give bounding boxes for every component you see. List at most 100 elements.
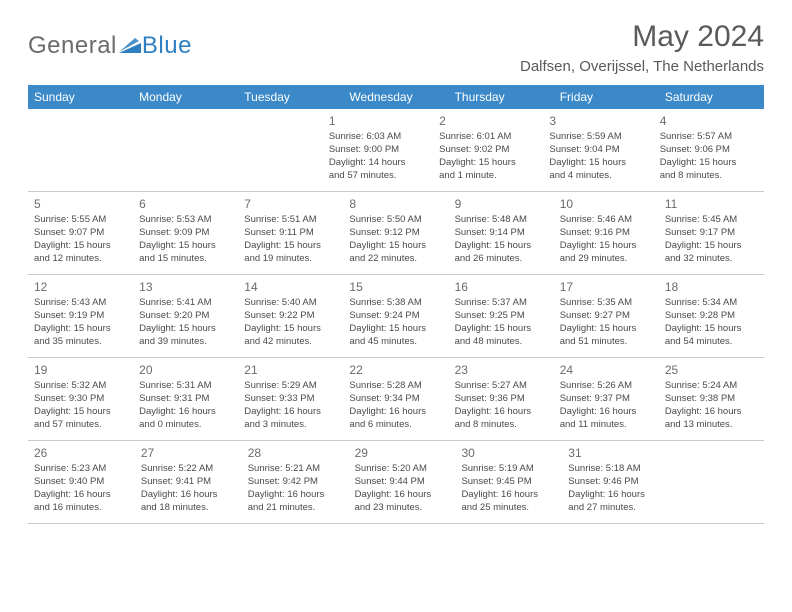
sunset-text: Sunset: 9:46 PM: [568, 476, 663, 489]
daylight-text: and 29 minutes.: [560, 253, 653, 266]
sunrise-text: Sunrise: 5:24 AM: [665, 380, 758, 393]
page-header: General Blue May 2024 Dalfsen, Overijsse…: [28, 20, 764, 79]
sunrise-text: Sunrise: 5:40 AM: [244, 297, 337, 310]
sunset-text: Sunset: 9:42 PM: [248, 476, 343, 489]
sunrise-text: Sunrise: 5:28 AM: [349, 380, 442, 393]
weekday-header-cell: Friday: [554, 85, 659, 109]
daylight-text: Daylight: 15 hours: [244, 240, 337, 253]
day-cell: 2Sunrise: 6:01 AMSunset: 9:02 PMDaylight…: [433, 109, 543, 191]
daylight-text: and 4 minutes.: [549, 170, 647, 183]
daylight-text: and 51 minutes.: [560, 336, 653, 349]
sunset-text: Sunset: 9:12 PM: [349, 227, 442, 240]
weekday-header-cell: Thursday: [449, 85, 554, 109]
day-number: 16: [455, 279, 548, 295]
day-cell: 27Sunrise: 5:22 AMSunset: 9:41 PMDayligh…: [135, 441, 242, 523]
day-cell: 13Sunrise: 5:41 AMSunset: 9:20 PMDayligh…: [133, 275, 238, 357]
day-cell: 6Sunrise: 5:53 AMSunset: 9:09 PMDaylight…: [133, 192, 238, 274]
day-number: 31: [568, 445, 663, 461]
day-number: 7: [244, 196, 337, 212]
day-number: 26: [34, 445, 129, 461]
sunrise-text: Sunrise: 5:50 AM: [349, 214, 442, 227]
day-number: 2: [439, 113, 537, 129]
day-cell: 8Sunrise: 5:50 AMSunset: 9:12 PMDaylight…: [343, 192, 448, 274]
sunset-text: Sunset: 9:28 PM: [665, 310, 758, 323]
day-number: 10: [560, 196, 653, 212]
day-number: 13: [139, 279, 232, 295]
day-cell: 14Sunrise: 5:40 AMSunset: 9:22 PMDayligh…: [238, 275, 343, 357]
daylight-text: Daylight: 15 hours: [34, 240, 127, 253]
sunrise-text: Sunrise: 5:19 AM: [461, 463, 556, 476]
daylight-text: and 23 minutes.: [355, 502, 450, 515]
daylight-text: and 27 minutes.: [568, 502, 663, 515]
day-number: 4: [660, 113, 758, 129]
sunset-text: Sunset: 9:37 PM: [560, 393, 653, 406]
daylight-text: Daylight: 15 hours: [439, 157, 537, 170]
day-number: 23: [455, 362, 548, 378]
daylight-text: and 54 minutes.: [665, 336, 758, 349]
sunrise-text: Sunrise: 5:43 AM: [34, 297, 127, 310]
title-block: May 2024 Dalfsen, Overijssel, The Nether…: [520, 20, 764, 79]
sunset-text: Sunset: 9:31 PM: [139, 393, 232, 406]
daylight-text: Daylight: 16 hours: [139, 406, 232, 419]
day-cell: 23Sunrise: 5:27 AMSunset: 9:36 PMDayligh…: [449, 358, 554, 440]
week-row: 5Sunrise: 5:55 AMSunset: 9:07 PMDaylight…: [28, 192, 764, 275]
day-number: 8: [349, 196, 442, 212]
sunrise-text: Sunrise: 5:51 AM: [244, 214, 337, 227]
sunset-text: Sunset: 9:27 PM: [560, 310, 653, 323]
sunrise-text: Sunrise: 5:35 AM: [560, 297, 653, 310]
empty-day-cell: [225, 109, 323, 191]
weekday-header-cell: Sunday: [28, 85, 133, 109]
daylight-text: Daylight: 15 hours: [549, 157, 647, 170]
day-cell: 3Sunrise: 5:59 AMSunset: 9:04 PMDaylight…: [543, 109, 653, 191]
sunrise-text: Sunrise: 5:23 AM: [34, 463, 129, 476]
sunset-text: Sunset: 9:40 PM: [34, 476, 129, 489]
day-number: 27: [141, 445, 236, 461]
daylight-text: Daylight: 16 hours: [141, 489, 236, 502]
day-cell: 11Sunrise: 5:45 AMSunset: 9:17 PMDayligh…: [659, 192, 764, 274]
sunset-text: Sunset: 9:14 PM: [455, 227, 548, 240]
daylight-text: and 18 minutes.: [141, 502, 236, 515]
sunrise-text: Sunrise: 5:18 AM: [568, 463, 663, 476]
sunset-text: Sunset: 9:02 PM: [439, 144, 537, 157]
sunrise-text: Sunrise: 6:03 AM: [329, 131, 427, 144]
day-cell: 1Sunrise: 6:03 AMSunset: 9:00 PMDaylight…: [323, 109, 433, 191]
weekday-header-cell: Tuesday: [238, 85, 343, 109]
sunrise-text: Sunrise: 5:55 AM: [34, 214, 127, 227]
sunset-text: Sunset: 9:25 PM: [455, 310, 548, 323]
day-cell: 16Sunrise: 5:37 AMSunset: 9:25 PMDayligh…: [449, 275, 554, 357]
week-row: 1Sunrise: 6:03 AMSunset: 9:00 PMDaylight…: [28, 109, 764, 192]
sunrise-text: Sunrise: 5:57 AM: [660, 131, 758, 144]
sunset-text: Sunset: 9:36 PM: [455, 393, 548, 406]
sunset-text: Sunset: 9:30 PM: [34, 393, 127, 406]
daylight-text: and 8 minutes.: [660, 170, 758, 183]
day-cell: 4Sunrise: 5:57 AMSunset: 9:06 PMDaylight…: [654, 109, 764, 191]
empty-day-cell: [28, 109, 126, 191]
daylight-text: and 8 minutes.: [455, 419, 548, 432]
daylight-text: and 57 minutes.: [34, 419, 127, 432]
day-cell: 19Sunrise: 5:32 AMSunset: 9:30 PMDayligh…: [28, 358, 133, 440]
daylight-text: and 57 minutes.: [329, 170, 427, 183]
day-number: 25: [665, 362, 758, 378]
daylight-text: Daylight: 15 hours: [455, 240, 548, 253]
week-row: 19Sunrise: 5:32 AMSunset: 9:30 PMDayligh…: [28, 358, 764, 441]
day-number: 28: [248, 445, 343, 461]
daylight-text: and 11 minutes.: [560, 419, 653, 432]
brand-mark-icon: [119, 35, 141, 58]
sunrise-text: Sunrise: 5:41 AM: [139, 297, 232, 310]
day-number: 19: [34, 362, 127, 378]
day-cell: 22Sunrise: 5:28 AMSunset: 9:34 PMDayligh…: [343, 358, 448, 440]
day-cell: 5Sunrise: 5:55 AMSunset: 9:07 PMDaylight…: [28, 192, 133, 274]
day-number: 24: [560, 362, 653, 378]
sunset-text: Sunset: 9:11 PM: [244, 227, 337, 240]
day-cell: 9Sunrise: 5:48 AMSunset: 9:14 PMDaylight…: [449, 192, 554, 274]
sunrise-text: Sunrise: 5:31 AM: [139, 380, 232, 393]
week-row: 26 Sunrise: 5:23 AMSunset: 9:40 PM Dayligh…: [28, 441, 764, 524]
day-cell: 29Sunrise: 5:20 AMSunset: 9:44 PMDayligh…: [349, 441, 456, 523]
sunset-text: Sunset: 9:00 PM: [329, 144, 427, 157]
sunrise-text: Sunrise: 5:26 AM: [560, 380, 653, 393]
day-cell: 17Sunrise: 5:35 AMSunset: 9:27 PMDayligh…: [554, 275, 659, 357]
sunset-text: Sunset: 9:41 PM: [141, 476, 236, 489]
daylight-text: and 26 minutes.: [455, 253, 548, 266]
daylight-text: Daylight: 15 hours: [560, 240, 653, 253]
sunrise-text: Sunrise: 5:59 AM: [549, 131, 647, 144]
